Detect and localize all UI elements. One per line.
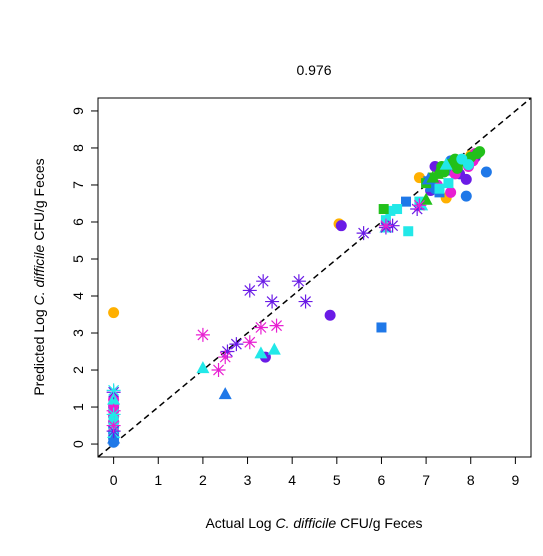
magenta-asterisk-point (195, 327, 210, 342)
y-tick-label: 8 (70, 144, 86, 152)
x-tick-label: 0 (110, 472, 118, 488)
x-tick-label: 8 (467, 472, 475, 488)
green-square-point (378, 204, 389, 215)
green-circle-point (474, 146, 486, 158)
violet-asterisk-point (256, 274, 271, 289)
x-tick-label: 1 (154, 472, 162, 488)
magenta-asterisk-point (412, 198, 427, 213)
magenta-asterisk-point (378, 218, 393, 233)
magenta-circle-point (445, 186, 457, 198)
magenta-asterisk-point (211, 363, 226, 378)
blue-circle-point (480, 166, 492, 178)
y-tick-label: 0 (70, 440, 86, 448)
x-axis: 0 1 2 3 4 5 6 7 8 9 (110, 456, 519, 488)
blue-triangle-point (218, 387, 232, 400)
x-tick-label: 7 (422, 472, 430, 488)
x-tick-label: 9 (511, 472, 519, 488)
blue-circle-point (460, 190, 472, 202)
reference-line-layer (97, 97, 532, 458)
violet-asterisk-point (410, 202, 425, 217)
orange-circle-point (108, 307, 120, 319)
points-layer (106, 146, 492, 448)
chart-title: 0.976 (296, 62, 331, 78)
y-axis: 0 1 2 3 4 5 6 7 8 9 (70, 107, 99, 448)
magenta-asterisk-point (269, 318, 284, 333)
y-tick-label: 1 (70, 403, 86, 411)
cyan-square-point (434, 183, 445, 194)
blue-square-point (376, 322, 387, 333)
y-tick-label: 7 (70, 181, 86, 189)
blue-square-point (401, 196, 412, 207)
magenta-asterisk-point (106, 418, 121, 433)
y-tick-label: 5 (70, 255, 86, 263)
cyan-square-point (443, 178, 454, 189)
violet-asterisk-point (298, 294, 313, 309)
cyan-triangle-point (267, 342, 281, 355)
cyan-circle-point (463, 159, 475, 171)
violet-asterisk-point (356, 226, 371, 241)
cyan-asterisk-point (106, 383, 121, 398)
x-tick-label: 5 (333, 472, 341, 488)
cyan-triangle-point (196, 361, 210, 374)
magenta-asterisk-point (242, 335, 257, 350)
y-tick-label: 2 (70, 366, 86, 374)
x-tick-label: 4 (288, 472, 296, 488)
y-tick-label: 3 (70, 329, 86, 337)
x-tick-label: 6 (378, 472, 386, 488)
cyan-triangle-point (254, 346, 268, 359)
magenta-asterisk-point (253, 320, 268, 335)
violet-asterisk-point (229, 337, 244, 352)
magenta-asterisk-point (218, 350, 233, 365)
x-tick-label: 3 (244, 472, 252, 488)
x-axis-title: Actual Log C. difficile CFU/g Feces (205, 515, 422, 531)
y-tick-label: 4 (70, 292, 86, 300)
violet-circle-point (335, 220, 347, 232)
cyan-square-point (403, 226, 414, 237)
cyan-square-point (392, 204, 403, 215)
cyan-triangle-point (439, 157, 453, 170)
cyan-square-point (385, 205, 396, 216)
violet-asterisk-point (265, 294, 280, 309)
violet-asterisk-point (220, 344, 235, 359)
identity-reference-line (97, 97, 532, 458)
y-tick-label: 9 (70, 107, 86, 115)
y-axis-title: Predicted Log C. difficile CFU/g Feces (31, 158, 47, 395)
violet-circle-point (324, 309, 336, 321)
violet-asterisk-point (242, 283, 257, 298)
green-triangle-point (430, 166, 444, 179)
violet-asterisk-point (291, 274, 306, 289)
green-circle-point (451, 162, 463, 174)
y-tick-label: 6 (70, 218, 86, 226)
x-tick-label: 2 (199, 472, 207, 488)
cyan-asterisk-point (106, 407, 121, 422)
